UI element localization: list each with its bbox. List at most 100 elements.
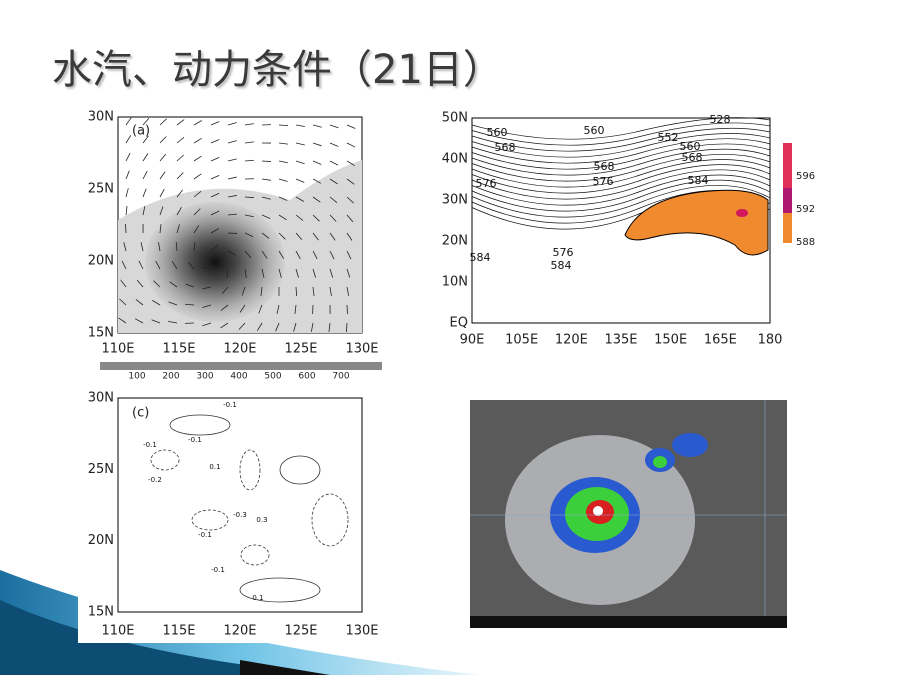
barb (142, 135, 149, 144)
barb (329, 178, 338, 185)
barb (278, 268, 282, 278)
barb (187, 261, 195, 270)
tick-label: 25N (88, 462, 114, 477)
barb (312, 268, 317, 278)
barb (278, 124, 289, 126)
contours (150, 414, 349, 603)
barb (346, 268, 351, 278)
contour (471, 185, 771, 218)
tick-label: 135E (604, 333, 637, 348)
barb (261, 250, 268, 259)
barb (176, 154, 184, 162)
contours (471, 117, 771, 230)
barb (142, 117, 150, 126)
contour-label: 576 (593, 175, 614, 188)
barb (329, 250, 335, 260)
panel-label: (a) (132, 124, 150, 139)
contour-label: 528 (710, 113, 731, 126)
map-frame (117, 397, 363, 613)
barb (244, 141, 254, 144)
barb (278, 178, 288, 182)
legend-label: 592 (796, 204, 815, 215)
barb (261, 178, 271, 181)
tick-label: 125E (284, 624, 317, 639)
colorbar-label: 500 (264, 372, 281, 382)
barb (346, 178, 355, 185)
tick-label: 130E (345, 624, 378, 639)
barb (241, 286, 246, 296)
barb (312, 196, 321, 203)
decor-dark (240, 660, 330, 675)
tick-label: 165E (704, 333, 737, 348)
tick-label: 25N (88, 182, 114, 197)
tick-label: 115E (162, 624, 195, 639)
shade (145, 202, 285, 322)
barb (261, 160, 272, 162)
barb (142, 188, 147, 198)
barb (159, 171, 166, 180)
barb (346, 196, 354, 204)
contour-label: -0.3 (233, 511, 247, 519)
barb (185, 283, 195, 288)
barb (176, 137, 185, 144)
contour (471, 117, 771, 140)
barb (142, 153, 149, 162)
contour-label: 568 (495, 141, 516, 154)
barb (202, 304, 212, 308)
barb (210, 174, 220, 180)
barb (193, 120, 202, 126)
barb (261, 232, 270, 239)
barb (261, 214, 271, 219)
colorbar-label: 100 (128, 372, 145, 382)
barb (312, 178, 322, 184)
barb (202, 286, 212, 290)
panel-c (78, 385, 392, 643)
tick-label: 90E (460, 333, 485, 348)
barb (159, 206, 164, 216)
barb (227, 122, 237, 126)
high-596 (736, 209, 748, 217)
barb (176, 172, 184, 180)
contour-label: -0.1 (198, 531, 212, 539)
barb (261, 268, 265, 278)
tick-label: 20N (88, 254, 114, 269)
barb (125, 223, 127, 234)
barb (121, 260, 127, 270)
barb (158, 242, 161, 252)
colorbar-label: 600 (298, 372, 315, 382)
barb (295, 214, 304, 221)
wind-barbs (118, 117, 356, 333)
barb (152, 300, 161, 306)
barb (275, 322, 280, 332)
barb (227, 140, 237, 144)
info-bar (470, 616, 787, 628)
barb (244, 214, 254, 218)
contour (471, 174, 771, 206)
contour (240, 544, 270, 566)
barb (210, 244, 219, 252)
barb (193, 208, 201, 216)
decor-swoosh-dark (0, 600, 330, 675)
barb (210, 192, 220, 198)
barb (159, 136, 167, 144)
contour (239, 577, 321, 603)
barb (123, 242, 127, 252)
panel-b (471, 117, 792, 324)
cloud (653, 456, 667, 468)
panel-label: (c) (132, 406, 149, 421)
tick-label: 10N (442, 275, 468, 290)
barb (193, 137, 202, 144)
contour (471, 169, 771, 200)
tick-label: EQ (450, 316, 468, 331)
barb (244, 123, 254, 126)
barb (227, 250, 237, 256)
barb (238, 322, 246, 330)
slide-title: 水汽、动力条件（21日） (52, 47, 503, 93)
barb (210, 121, 220, 126)
colorbar (100, 362, 382, 370)
barb (227, 213, 237, 216)
barb (312, 232, 319, 241)
barb (295, 160, 305, 165)
barb (278, 232, 286, 240)
